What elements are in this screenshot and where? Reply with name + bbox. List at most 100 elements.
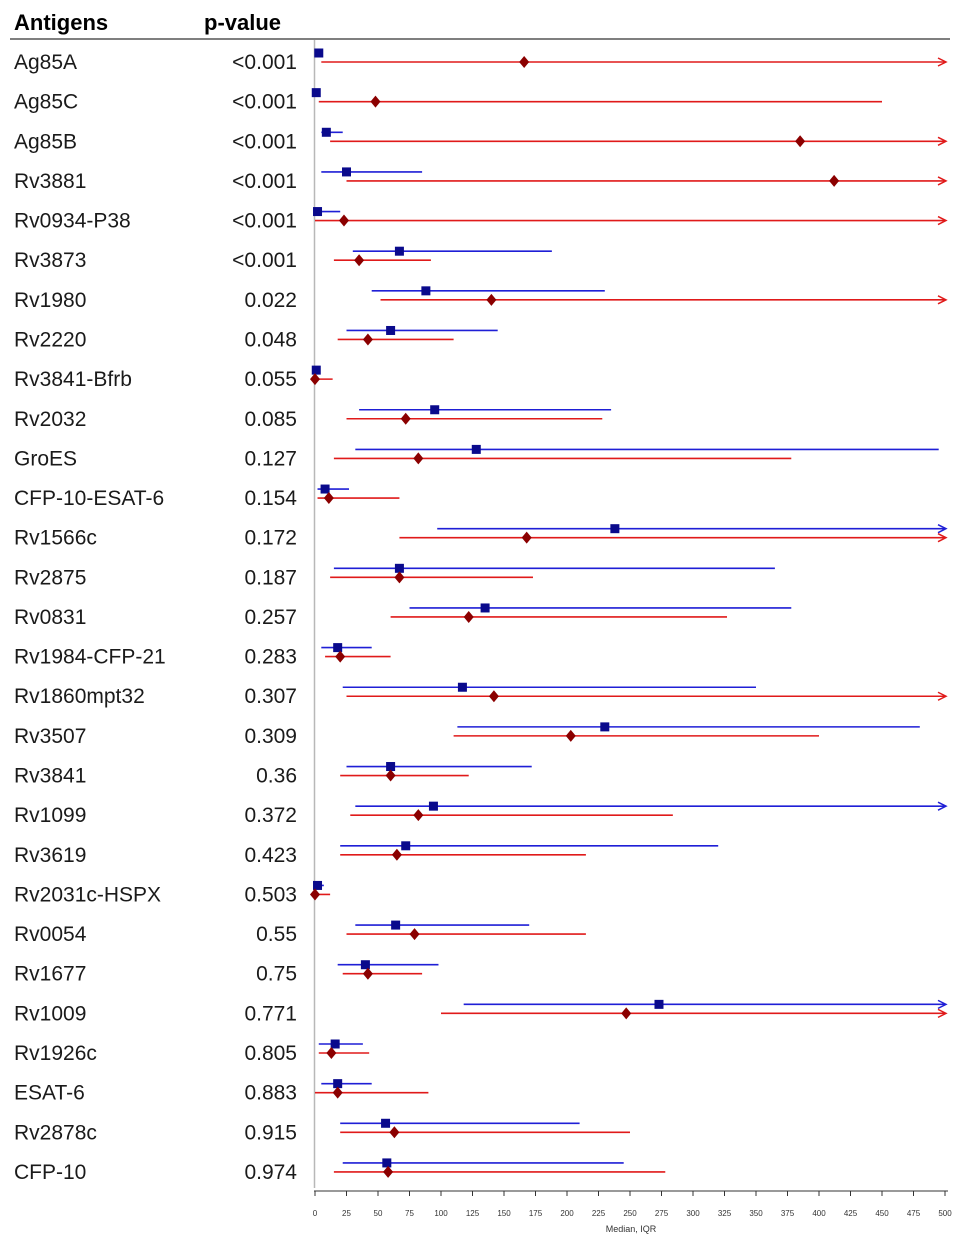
s1-median-square — [321, 127, 331, 137]
s2-arrow-head — [937, 215, 948, 226]
antigen-label: Rv2878c — [14, 1121, 97, 1144]
s1-median-square — [386, 325, 396, 335]
antigen-label: Rv1099 — [14, 804, 86, 827]
antigen-label: Rv1860mpt32 — [14, 685, 145, 708]
s1-median-square — [401, 841, 411, 851]
x-tick-label: 75 — [405, 1209, 414, 1218]
s2-median-diamond — [326, 1047, 337, 1059]
x-tick-label: 0 — [313, 1209, 318, 1218]
p-value-label: 0.974 — [244, 1161, 297, 1184]
s2-median-diamond — [362, 333, 373, 346]
row-23: Rv0054 0.55 — [14, 920, 586, 946]
antigen-label: Ag85A — [14, 51, 77, 74]
row-26: Rv1926c 0.805 — [14, 1039, 370, 1065]
p-value-label: 0.423 — [244, 844, 297, 867]
antigen-label: Rv0831 — [14, 606, 86, 629]
x-axis-label: Median, IQR — [606, 1224, 657, 1234]
p-value-label: 0.055 — [244, 368, 297, 391]
x-tick-label: 350 — [749, 1209, 763, 1218]
rows: Ag85A <0.001 Ag85C <0.001 Ag85B <0.001 Rv3881 <… — [14, 48, 948, 1184]
p-value-label: 0.154 — [244, 487, 297, 510]
s2-arrow-head — [937, 57, 948, 67]
s1-median-square — [394, 563, 404, 573]
p-value-label: 0.172 — [244, 527, 297, 550]
s2-median-diamond — [829, 174, 840, 187]
row-1: Ag85A <0.001 — [14, 48, 948, 74]
s1-median-square — [313, 207, 323, 217]
row-9: Rv3841-Bfrb 0.055 — [14, 365, 333, 391]
p-value-label: 0.503 — [244, 883, 297, 906]
s2-arrow-head — [937, 533, 948, 543]
row-8: Rv2220 0.048 — [14, 325, 498, 351]
s2-arrow-head — [937, 136, 948, 146]
s2-median-diamond — [323, 492, 334, 505]
s1-median-square — [610, 524, 620, 534]
antigen-label: Ag85B — [14, 130, 77, 153]
s1-median-square — [457, 682, 467, 692]
s1-median-square — [386, 762, 396, 772]
s2-median-diamond — [795, 135, 806, 148]
x-tick-label: 175 — [529, 1209, 543, 1218]
s2-median-diamond — [310, 888, 320, 901]
p-value-label: 0.283 — [244, 646, 297, 669]
p-value-label: 0.307 — [244, 685, 297, 708]
row-28: Rv2878c 0.915 — [14, 1118, 630, 1144]
s1-median-square — [313, 880, 323, 890]
s1-median-square — [600, 722, 610, 732]
row-14: Rv2875 0.187 — [14, 563, 775, 589]
antigen-label: Rv0054 — [14, 923, 87, 946]
header-p-value: p-value — [204, 10, 281, 35]
row-11: GroES 0.127 — [14, 444, 939, 470]
s2-arrow-head — [937, 295, 948, 305]
antigen-label: Rv1980 — [14, 289, 86, 312]
s2-median-diamond — [409, 928, 420, 941]
p-value-label: 0.309 — [244, 725, 297, 748]
antigen-label: Rv3873 — [14, 249, 86, 272]
row-18: Rv3507 0.309 — [14, 722, 920, 748]
antigen-label: Rv1566c — [14, 527, 97, 550]
x-tick-label: 25 — [342, 1209, 351, 1218]
s1-median-square — [333, 1079, 343, 1089]
p-value-label: 0.372 — [244, 804, 297, 827]
p-value-label: 0.55 — [256, 923, 297, 946]
row-7: Rv1980 0.022 — [14, 286, 948, 312]
x-tick-label: 275 — [655, 1209, 669, 1218]
p-value-label: <0.001 — [232, 170, 297, 193]
x-tick-label: 300 — [686, 1209, 700, 1218]
s2-median-diamond — [385, 769, 396, 782]
row-20: Rv1099 0.372 — [14, 801, 948, 827]
s1-median-square — [421, 286, 431, 296]
s2-median-diamond — [332, 1086, 343, 1099]
x-tick-label: 225 — [592, 1209, 606, 1218]
s2-median-diamond — [310, 373, 320, 386]
p-value-label: <0.001 — [232, 91, 297, 114]
row-6: Rv3873 <0.001 — [14, 246, 552, 272]
s2-median-diamond — [370, 95, 381, 108]
header-antigens: Antigens — [14, 10, 108, 35]
antigen-label: CFP-10 — [14, 1161, 86, 1184]
s2-arrow-head — [937, 176, 948, 186]
p-value-label: 0.048 — [244, 328, 297, 351]
x-axis: 0 25 50 75 100 125 150 175 200 225 250 275 300 325 350… — [313, 1190, 952, 1218]
p-value-label: 0.187 — [244, 566, 297, 589]
s1-median-square — [430, 405, 440, 415]
row-5: Rv0934-P38 <0.001 — [14, 207, 948, 233]
s2-median-diamond — [486, 293, 497, 306]
s2-median-diamond — [391, 848, 402, 861]
s2-median-diamond — [338, 214, 349, 227]
x-tick-label: 425 — [844, 1209, 858, 1218]
s2-median-diamond — [400, 412, 411, 425]
antigen-label: Rv1677 — [14, 963, 86, 986]
s2-median-diamond — [394, 571, 405, 584]
s1-median-square — [480, 603, 490, 613]
s2-median-diamond — [521, 531, 532, 544]
antigen-label: Rv3507 — [14, 725, 86, 748]
p-value-label: <0.001 — [232, 249, 297, 272]
row-27: ESAT-6 0.883 — [14, 1079, 429, 1105]
antigen-label: Rv2875 — [14, 566, 86, 589]
s1-arrow-head — [937, 524, 948, 534]
x-tick-label: 150 — [497, 1209, 511, 1218]
antigen-label: Rv2032 — [14, 408, 86, 431]
s1-median-square — [314, 48, 324, 58]
